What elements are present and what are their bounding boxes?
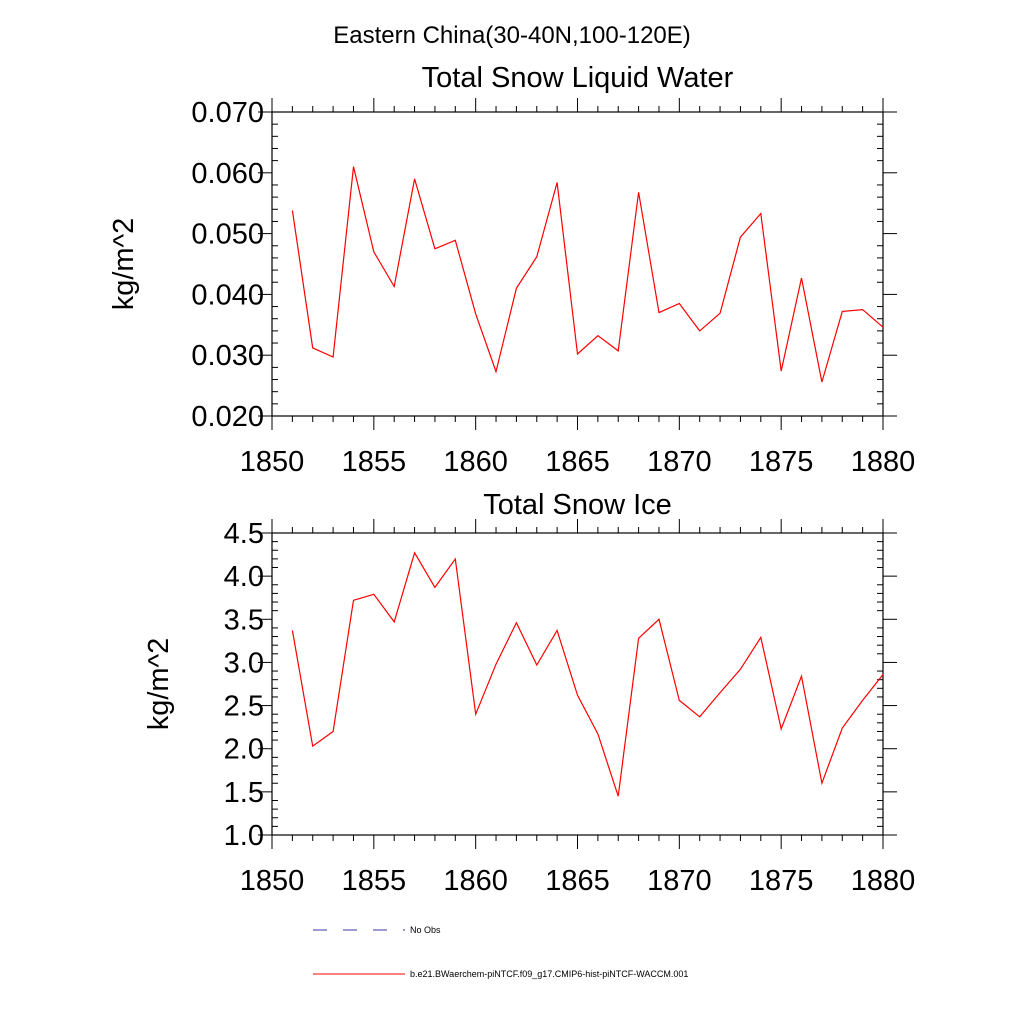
x-tick-label: 1855 xyxy=(342,446,407,478)
x-tick-label: 1875 xyxy=(749,865,814,897)
figure-title: Eastern China(30-40N,100-120E) xyxy=(333,22,691,49)
x-tick-label: 1865 xyxy=(545,865,610,897)
legend-obs-label: No Obs xyxy=(410,925,441,935)
x-tick-label: 1850 xyxy=(240,446,305,478)
y-axis-label: kg/m^2 xyxy=(108,218,140,311)
series-line xyxy=(291,166,884,383)
x-tick-label: 1875 xyxy=(749,446,814,478)
y-axis-label: kg/m^2 xyxy=(143,638,175,731)
y-tick-label: 0.040 xyxy=(191,279,264,311)
x-tick-label: 1855 xyxy=(342,865,407,897)
y-tick-label: 4.0 xyxy=(224,561,264,593)
x-tick-label: 1860 xyxy=(443,865,508,897)
x-tick-label: 1870 xyxy=(647,865,712,897)
x-tick-label: 1865 xyxy=(545,446,610,478)
chart-panel-1: Total Snow Liquid Water kg/m^2 1850 1855 186… xyxy=(108,62,915,478)
y-tick-label: 0.030 xyxy=(191,340,264,372)
y-tick-label: 0.050 xyxy=(191,219,264,251)
x-tick-label: 1860 xyxy=(443,446,508,478)
y-tick-label: 0.020 xyxy=(191,401,264,433)
y-tick-label: 3.0 xyxy=(224,647,264,679)
legend: No Obs b.e21.BWaerchem-piNTCF.f09_g17.CM… xyxy=(313,925,688,979)
legend-model-label: b.e21.BWaerchem-piNTCF.f09_g17.CMIP6-his… xyxy=(410,969,688,979)
chart-title: Total Snow Ice xyxy=(483,489,672,521)
plot-frame xyxy=(271,111,884,417)
x-tick-label: 1870 xyxy=(647,446,712,478)
y-tick-label: 2.5 xyxy=(224,691,264,723)
y-tick-label: 0.070 xyxy=(191,97,264,129)
y-tick-label: 1.5 xyxy=(224,777,264,809)
y-tick-label: 2.0 xyxy=(224,734,264,766)
x-tick-label: 1880 xyxy=(851,865,916,897)
y-tick-label: 0.060 xyxy=(191,158,264,190)
y-tick-label: 3.5 xyxy=(224,604,264,636)
x-tick-label: 1880 xyxy=(851,446,916,478)
y-tick-label: 1.0 xyxy=(224,820,264,852)
series-line xyxy=(291,551,884,797)
x-tick-label: 1850 xyxy=(240,865,305,897)
chart-title: Total Snow Liquid Water xyxy=(422,62,734,94)
plot-frame xyxy=(271,532,884,836)
y-tick-label: 4.5 xyxy=(224,518,264,550)
chart-panel-2: Total Snow Ice kg/m^2 1850 1855 1860 1865 1870… xyxy=(143,489,915,897)
